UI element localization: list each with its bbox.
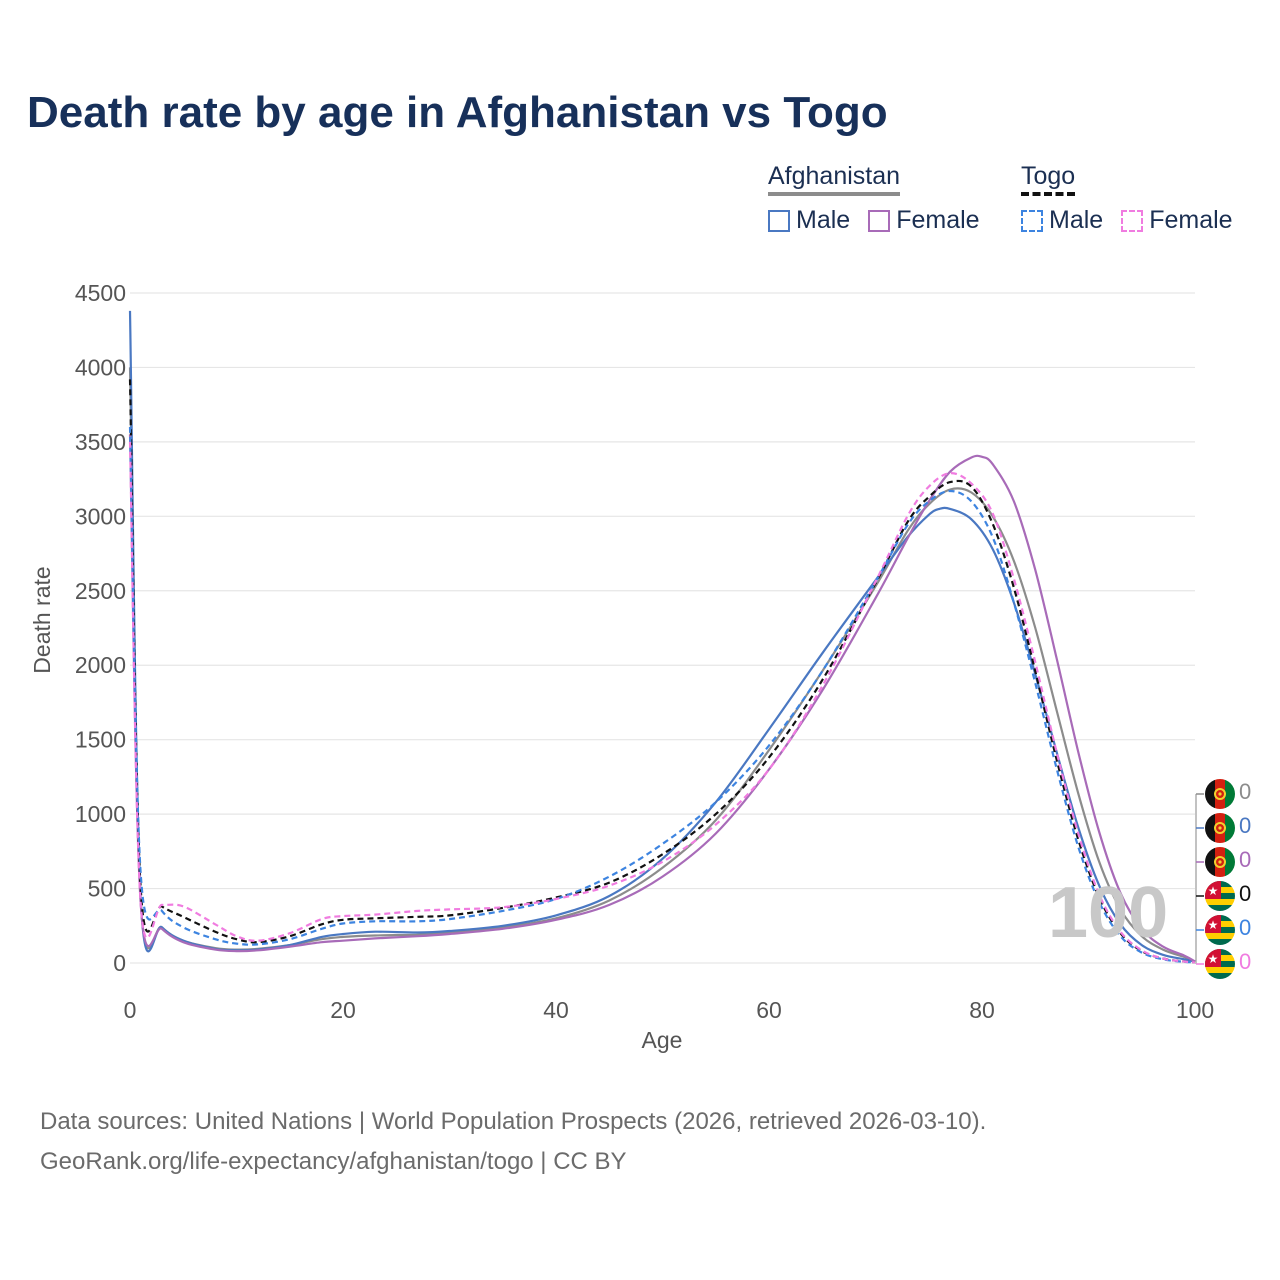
- series-line-togo-female[interactable]: [128, 441, 1196, 964]
- end-label-value: 0: [1239, 779, 1252, 804]
- x-tick-label: 80: [969, 997, 995, 1023]
- x-tick-label: 0: [124, 997, 137, 1023]
- legend-swatch-afghanistan-female: [868, 209, 891, 232]
- legend-country-afghanistan: Afghanistan: [768, 162, 901, 196]
- footer-sources: Data sources: United Nations | World Pop…: [40, 1108, 987, 1135]
- y-tick-label: 3500: [75, 429, 126, 455]
- end-label-connectors: [1195, 793, 1204, 965]
- legend-item-afghanistan-female[interactable]: Female: [868, 206, 980, 235]
- age-watermark: 100: [1048, 873, 1169, 953]
- legend-swatch-togo-female: [1121, 209, 1144, 232]
- footer-link[interactable]: GeoRank.org/life-expectancy/afghanistan/…: [40, 1148, 627, 1175]
- svg-text:★: ★: [1208, 952, 1219, 966]
- legend-label: Female: [896, 206, 980, 234]
- togo-flag-icon: ★: [1205, 881, 1235, 911]
- end-label-value: 0: [1239, 813, 1252, 838]
- end-label-flags: ★ ★ ★: [1205, 779, 1235, 979]
- end-label-value: 0: [1239, 881, 1252, 906]
- y-tick-label: 2000: [75, 652, 126, 678]
- series-line-afghanistan-male[interactable]: [128, 310, 1196, 963]
- chart-title: Death rate by age in Afghanistan vs Togo: [27, 88, 888, 137]
- legend-country-togo: Togo: [1021, 162, 1076, 196]
- legend-label: Male: [796, 206, 851, 234]
- y-tick-label: 4000: [75, 354, 126, 380]
- y-tick-label: 4500: [75, 280, 126, 306]
- svg-text:★: ★: [1208, 918, 1219, 932]
- legend-item-togo-female[interactable]: Female: [1121, 206, 1233, 235]
- x-axis-label: Age: [642, 1027, 683, 1053]
- series-line-togo-male[interactable]: [128, 426, 1196, 964]
- afghanistan-flag-icon: [1205, 847, 1235, 877]
- legend-label: Female: [1149, 206, 1233, 234]
- series-line-afghanistan-female[interactable]: [128, 434, 1196, 963]
- x-tick-label: 20: [330, 997, 356, 1023]
- x-tick-labels: 0 20 40 60 80 100: [124, 997, 1215, 1023]
- y-tick-label: 1500: [75, 727, 126, 753]
- gridlines: [130, 292, 1195, 964]
- y-tick-label: 0: [113, 950, 126, 976]
- x-tick-label: 40: [543, 997, 569, 1023]
- afghanistan-flag-icon: [1205, 779, 1235, 809]
- series-line-togo-total[interactable]: [128, 379, 1196, 964]
- legend-item-togo-male[interactable]: Male: [1021, 206, 1103, 235]
- series-line-afghanistan-total[interactable]: [128, 367, 1196, 963]
- togo-flag-icon: ★: [1205, 949, 1235, 979]
- x-tick-label: 100: [1176, 997, 1214, 1023]
- y-axis-label: Death rate: [29, 566, 55, 673]
- legend-item-afghanistan-male[interactable]: Male: [768, 206, 850, 235]
- y-tick-label: 500: [88, 876, 126, 902]
- y-tick-label: 1000: [75, 801, 126, 827]
- afghanistan-flag-icon: [1205, 813, 1235, 843]
- legend-group-togo: Togo Male Female: [1021, 162, 1233, 235]
- end-label-value: 0: [1239, 949, 1252, 974]
- x-tick-label: 60: [756, 997, 782, 1023]
- end-label-value: 0: [1239, 915, 1252, 940]
- end-label-value: 0: [1239, 847, 1252, 872]
- series-lines: [128, 310, 1196, 964]
- y-tick-labels: 0 500 1000 1500 2000 2500 3000 3500 4000 4500: [75, 280, 126, 976]
- legend-swatch-togo-male: [1021, 209, 1043, 232]
- togo-flag-icon: ★: [1205, 915, 1235, 945]
- legend-swatch-afghanistan-male: [768, 209, 790, 232]
- svg-text:★: ★: [1208, 884, 1219, 898]
- legend-group-afghanistan: Afghanistan Male Female: [768, 162, 998, 235]
- legend-label: Male: [1049, 206, 1104, 234]
- y-tick-label: 3000: [75, 503, 126, 529]
- y-tick-label: 2500: [75, 578, 126, 604]
